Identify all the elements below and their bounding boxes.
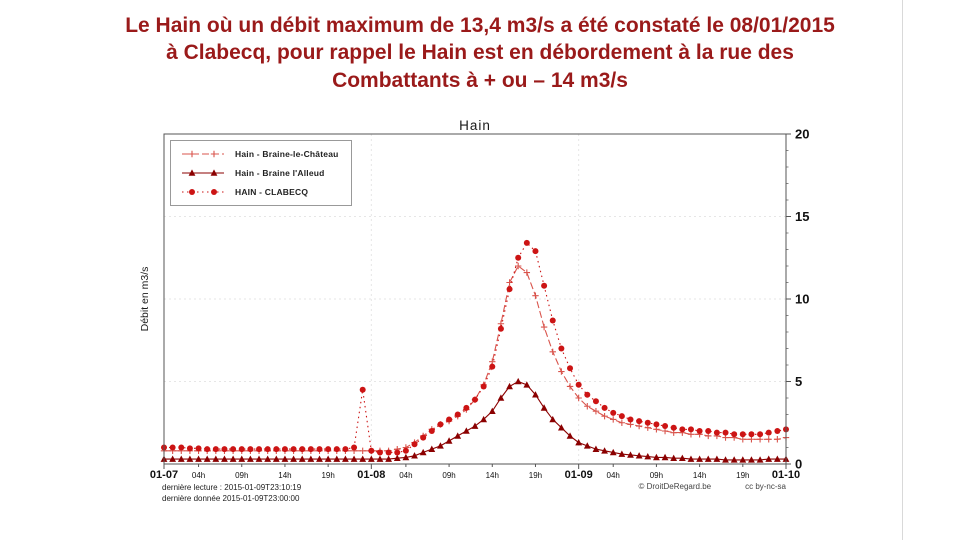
chart-title: Hain [459, 118, 491, 133]
chart-footer-right: © DroitDeRegard.be cc by-nc-sa [164, 482, 787, 491]
hydrograph-chart: Hain Débit en m3/s 01-07 04h 09h 14h 19h 01-0… [138, 112, 838, 532]
legend-item-clabecq: HAIN - CLABECQ [180, 186, 339, 198]
chart-legend: Hain - Braine-le-Château Hain - Braine l… [170, 140, 352, 206]
svg-text:01-08: 01-08 [357, 469, 385, 481]
line-marker-sample-icon [180, 167, 226, 179]
svg-text:20: 20 [795, 127, 809, 142]
svg-text:14h: 14h [278, 471, 291, 480]
legend-label: Hain - Braine l'Alleud [235, 168, 325, 178]
svg-text:01-09: 01-09 [565, 469, 593, 481]
svg-text:01-10: 01-10 [772, 469, 800, 481]
slide-title-line-1: Le Hain où un débit maximum de 13,4 m3/s… [125, 14, 835, 37]
svg-text:15: 15 [795, 209, 809, 224]
svg-text:19h: 19h [529, 471, 542, 480]
last-reading-text: dernière lecture : 2015-01-09T23:10:19 [162, 483, 302, 492]
svg-text:19h: 19h [736, 471, 749, 480]
line-marker-sample-icon [180, 148, 226, 160]
svg-text:09h: 09h [442, 471, 455, 480]
slide-title: Le Hain où un débit maximum de 13,4 m3/s… [0, 0, 960, 94]
slide-title-line-3: Combattants à + ou – 14 m3/s [332, 68, 628, 92]
svg-text:04h: 04h [399, 471, 412, 480]
svg-text:09h: 09h [235, 471, 248, 480]
svg-text:01-07: 01-07 [150, 469, 178, 481]
legend-item-braine-le-chateau: Hain - Braine-le-Château [180, 148, 339, 160]
copyright-text: © DroitDeRegard.be [638, 482, 712, 491]
svg-text:09h: 09h [650, 471, 663, 480]
svg-text:5: 5 [795, 374, 802, 389]
svg-text:04h: 04h [607, 471, 620, 480]
last-data-text: dernière donnée 2015-01-09T23:00:00 [162, 494, 300, 504]
svg-text:10: 10 [795, 292, 809, 307]
legend-item-braine-alleud: Hain - Braine l'Alleud [180, 167, 339, 179]
svg-text:14h: 14h [693, 471, 706, 480]
slide-title-line-2: à Clabecq, pour rappel le Hain est en dé… [166, 41, 794, 65]
chart-footer-left: dernière lecture : 2015-01-09T23:10:19 d… [162, 482, 301, 504]
line-marker-sample-icon [180, 186, 226, 198]
svg-text:04h: 04h [192, 471, 205, 480]
svg-text:19h: 19h [321, 471, 334, 480]
legend-label: Hain - Braine-le-Château [235, 149, 339, 159]
svg-text:0: 0 [795, 457, 802, 472]
license-text: cc by-nc-sa [745, 482, 786, 491]
svg-text:14h: 14h [486, 471, 499, 480]
slide-edge-line [902, 0, 903, 540]
legend-label: HAIN - CLABECQ [235, 187, 309, 197]
